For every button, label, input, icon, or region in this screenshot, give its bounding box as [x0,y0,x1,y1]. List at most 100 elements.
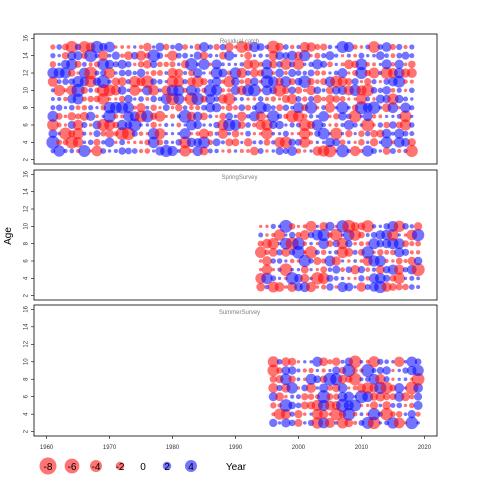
residual-bubble [288,231,296,239]
residual-bubble [231,138,240,147]
y-tick-label: 10 [24,222,30,229]
residual-bubble [353,140,357,144]
residual-bubble [336,417,349,429]
residual-bubble [303,62,307,67]
residual-bubble [107,149,112,153]
residual-bubble [383,121,390,129]
residual-bubble [144,148,151,154]
residual-bubble [411,372,425,386]
residual-bubble [289,258,295,264]
residual-bubble [321,105,327,111]
residual-bubble [294,86,303,94]
residual-bubble [359,403,364,408]
residual-bubble [381,128,392,139]
residual-bubble [366,403,370,408]
residual-bubble [279,136,292,149]
residual-bubble [395,283,403,291]
residual-bubble [221,149,225,153]
residual-bubble [391,114,395,118]
residual-bubble [381,282,392,292]
residual-bubble [307,69,315,77]
residual-bubble [309,268,313,272]
residual-bubble [311,119,324,131]
residual-bubble [139,140,143,145]
residual-bubble [382,85,392,95]
residual-bubble [409,250,414,255]
residual-bubble [409,275,415,281]
residual-bubble [313,375,322,384]
residual-bubble [332,95,341,103]
residual-bubble [219,43,227,51]
residual-bubble [376,239,385,248]
residual-bubble [314,70,321,76]
residual-bubble [401,137,410,147]
residual-bubble [314,79,320,85]
residual-bubble [380,381,393,395]
residual-bubble [173,76,185,87]
residual-bubble [330,127,343,140]
residual-bubble [378,80,382,84]
residual-bubble [195,131,201,136]
residual-bubble [340,259,345,263]
residual-bubble [249,41,260,53]
residual-bubble [393,272,405,285]
residual-bubble [409,402,415,409]
residual-bubble [147,136,160,149]
residual-bubble [295,231,302,239]
residual-bubble [87,139,94,146]
residual-bubble [69,148,75,154]
residual-bubble [120,45,125,49]
residual-bubble [394,59,404,69]
residual-bubble [280,408,292,420]
residual-bubble [359,259,364,263]
residual-bubble [57,96,62,102]
residual-bubble [331,86,341,95]
residual-bubble [395,257,403,265]
residual-bubble [290,394,295,399]
residual-bubble [223,92,236,106]
residual-bubble [319,221,329,231]
residual-bubble [133,140,137,144]
residual-bubble [211,102,222,113]
residual-bubble [390,87,396,93]
residual-bubble [302,368,307,373]
residual-bubble [286,382,298,394]
residual-bubble [211,84,223,96]
residual-bubble [328,114,332,119]
residual-bubble [105,129,114,138]
residual-bubble [245,114,251,119]
residual-bubble [202,123,206,127]
residual-bubble [328,123,332,127]
panel-2: 2 4 6 8 10 12 14 16 SummerSurvey [24,304,438,437]
residual-bubble [117,59,127,70]
residual-bubble [315,242,319,246]
residual-bubble [289,122,295,128]
residual-bubble [355,66,368,80]
residual-bubble [128,118,142,132]
residual-bubble [233,114,238,119]
residual-bubble [359,45,364,49]
residual-bubble [340,132,345,136]
residual-bubble [269,120,278,130]
residual-bubble [63,106,68,110]
residual-bubble [145,105,150,110]
residual-bubble [138,44,144,50]
residual-bubble [367,416,381,430]
residual-bubble [389,43,396,51]
residual-bubble [261,59,273,70]
residual-bubble [288,68,297,78]
residual-bubble [381,59,392,70]
residual-bubble [339,96,346,102]
residual-bubble [118,69,126,77]
residual-bubble [265,149,269,153]
residual-bubble [279,219,293,233]
residual-bubble [96,75,110,89]
residual-bubble [124,51,133,61]
residual-bubble [401,392,410,402]
residual-bubble [361,118,375,132]
residual-bubble [152,149,156,153]
residual-bubble [149,60,158,69]
panel-title: Residual catch [220,39,259,45]
residual-bubble [292,237,305,250]
residual-bubble [276,367,283,374]
